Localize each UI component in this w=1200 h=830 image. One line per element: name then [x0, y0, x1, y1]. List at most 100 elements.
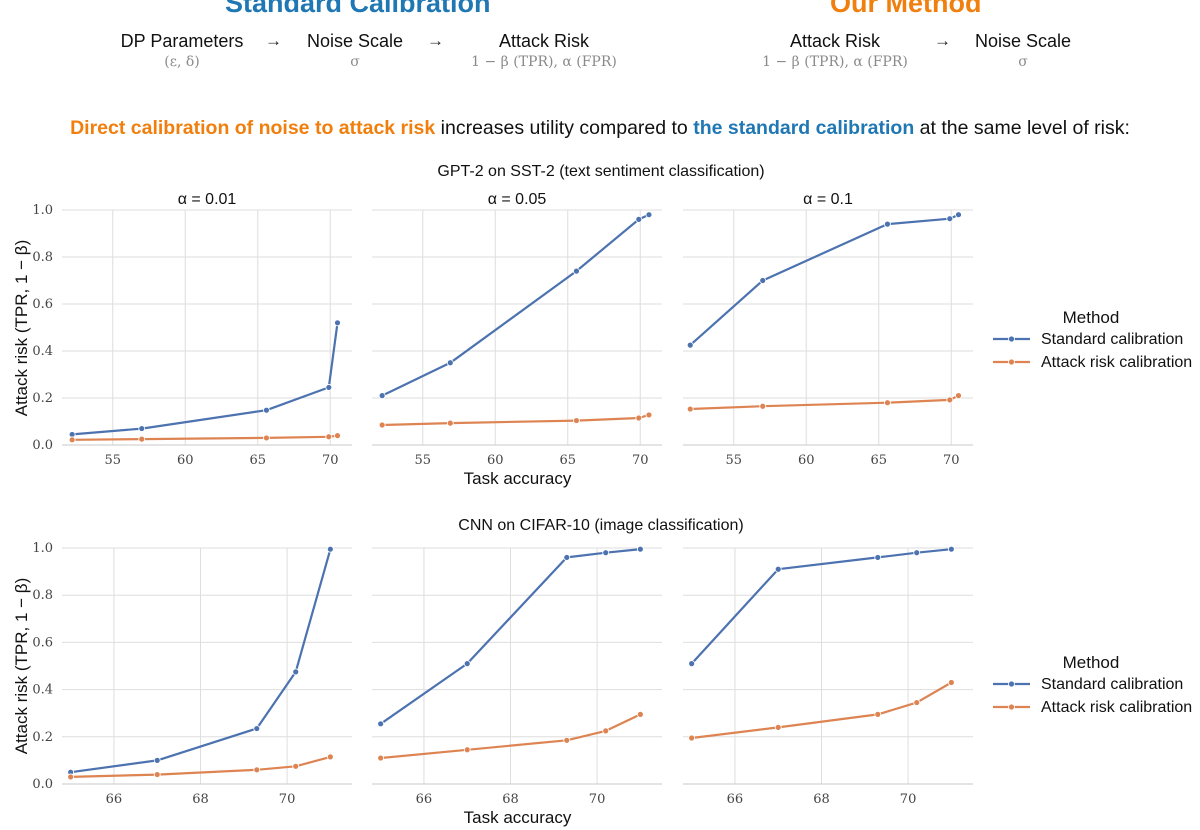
series-line [72, 434, 338, 441]
data-point [759, 402, 767, 410]
data-point [153, 771, 161, 778]
flow-attack-risk-sub: 1 − β (TPR), α (FPR) [762, 54, 908, 70]
data-point [602, 727, 610, 735]
y-axis-label: Attack risk (TPR, 1 − β) [12, 240, 31, 417]
y-tick-label: 0.2 [32, 730, 53, 745]
data-point [913, 699, 921, 706]
x-tick-label: 60 [487, 453, 504, 468]
x-tick-label: 66 [727, 792, 744, 807]
data-point [573, 267, 580, 275]
x-tick-label: 70 [900, 792, 917, 807]
series-line [381, 213, 650, 397]
flow-dp-parameters: DP Parameters [120, 31, 244, 51]
x-tick-label: 66 [106, 792, 123, 807]
data-point [947, 679, 955, 686]
x-axis-label: Task accuracy [464, 469, 572, 488]
chart-title: GPT-2 on SST-2 (text sentiment classific… [437, 163, 764, 180]
data-point [602, 549, 610, 557]
x-tick-label: 68 [192, 792, 209, 807]
flow-attack-risk: Attack Risk [498, 31, 590, 51]
x-tick-label: 65 [870, 453, 887, 468]
data-point [686, 341, 694, 349]
data-point [138, 425, 146, 432]
legend-marker [1008, 680, 1015, 688]
legend-entry: Standard calibration [1041, 676, 1183, 693]
x-tick-label: 70 [279, 792, 296, 807]
data-point [774, 565, 782, 573]
data-point [325, 433, 333, 441]
data-point [334, 319, 341, 327]
data-point [253, 766, 261, 774]
legend-entry: Attack risk calibration [1041, 699, 1192, 716]
data-point [325, 384, 333, 391]
data-point [645, 411, 653, 419]
x-tick-label: 68 [813, 792, 830, 807]
data-point [68, 436, 76, 444]
data-point [463, 746, 471, 754]
panel-title: α = 0.1 [803, 191, 853, 208]
x-tick-label: 60 [177, 453, 194, 468]
data-point [573, 417, 580, 424]
y-tick-label: 0.6 [32, 297, 53, 312]
tagline-direct-calibration: Direct calibration of noise to attack ri… [70, 117, 436, 139]
y-tick-label: 1.0 [32, 541, 53, 556]
legend-entry: Attack risk calibration [1041, 354, 1192, 371]
data-point [334, 432, 341, 440]
panel-title: α = 0.05 [488, 191, 547, 208]
x-tick-label: 60 [798, 453, 815, 468]
data-point [884, 399, 891, 407]
y-tick-label: 0.4 [32, 344, 53, 359]
data-point [138, 435, 146, 443]
y-tick-label: 1.0 [32, 203, 53, 218]
data-point [946, 215, 954, 223]
data-point [378, 421, 386, 429]
x-tick-label: 68 [502, 792, 519, 807]
data-point [292, 668, 300, 676]
y-tick-label: 0.8 [32, 250, 53, 265]
data-point [636, 545, 644, 553]
data-point [759, 277, 767, 284]
panel-title: α = 0.01 [178, 191, 237, 208]
x-axis-label: Task accuracy [464, 808, 572, 827]
data-point [884, 220, 891, 228]
y-tick-label: 0.0 [32, 777, 53, 792]
data-point [263, 406, 270, 414]
flow-attack-risk: Attack Risk [789, 31, 881, 51]
flow-noise-scale: Noise Scale [306, 31, 404, 51]
data-point [635, 215, 643, 223]
data-point [635, 414, 643, 422]
data-point [463, 660, 471, 668]
data-point [947, 545, 955, 553]
series-line [72, 322, 339, 436]
x-tick-label: 55 [725, 453, 742, 468]
arrow-icon: → [934, 31, 951, 50]
data-point [446, 419, 454, 427]
x-tick-label: 55 [414, 453, 431, 468]
x-tick-label: 70 [589, 792, 606, 807]
chart-title: CNN on CIFAR-10 (image classification) [458, 517, 743, 534]
legend-title: Method [1063, 653, 1120, 672]
data-point [563, 736, 571, 744]
data-point [686, 405, 694, 413]
data-point [563, 554, 571, 561]
x-tick-label: 65 [249, 453, 266, 468]
data-point [263, 434, 270, 442]
x-tick-label: 55 [104, 453, 121, 468]
standard-calibration-title: Standard Calibration [225, 0, 491, 18]
data-point [645, 211, 653, 219]
data-point [874, 710, 882, 718]
tagline-standard-calibration: the standard calibration [693, 117, 915, 139]
legend-title: Method [1063, 308, 1120, 327]
data-point [946, 396, 954, 404]
x-tick-label: 66 [416, 792, 433, 807]
legend-entry: Standard calibration [1041, 331, 1183, 348]
flow-noise-scale-sub: σ [1018, 54, 1028, 70]
tagline-middle: increases utility compared to [435, 117, 694, 139]
x-tick-label: 70 [632, 453, 649, 468]
data-point [955, 211, 962, 219]
x-tick-label: 70 [943, 453, 960, 468]
data-point [326, 545, 334, 553]
y-tick-label: 0.2 [32, 391, 53, 406]
y-tick-label: 0.6 [32, 635, 53, 650]
